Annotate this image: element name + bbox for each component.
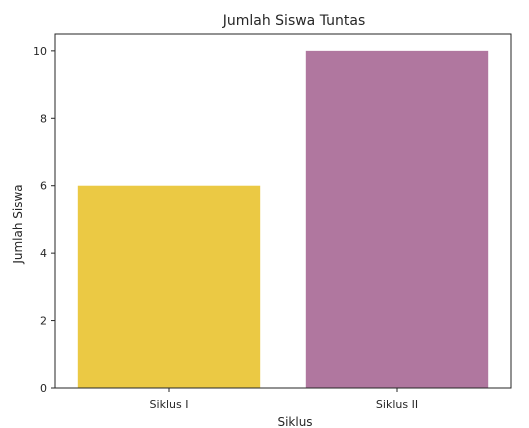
y-axis-label: Jumlah Siswa bbox=[11, 184, 25, 264]
x-axis-label: Siklus bbox=[277, 415, 312, 428]
y-tick-label: 10 bbox=[33, 45, 47, 58]
x-tick-label: Siklus II bbox=[376, 398, 418, 411]
y-tick-label: 8 bbox=[40, 112, 47, 125]
bar-1 bbox=[77, 185, 261, 388]
y-tick-label: 2 bbox=[40, 315, 47, 328]
y-tick-label: 4 bbox=[40, 247, 47, 260]
bar-2 bbox=[305, 50, 489, 388]
x-tick-label: Siklus I bbox=[150, 398, 189, 411]
plot-frame bbox=[54, 33, 512, 389]
chart-title: Jumlah Siswa Tuntas bbox=[222, 13, 366, 29]
y-tick-label: 6 bbox=[40, 180, 47, 193]
y-tick-label: 0 bbox=[40, 382, 47, 395]
